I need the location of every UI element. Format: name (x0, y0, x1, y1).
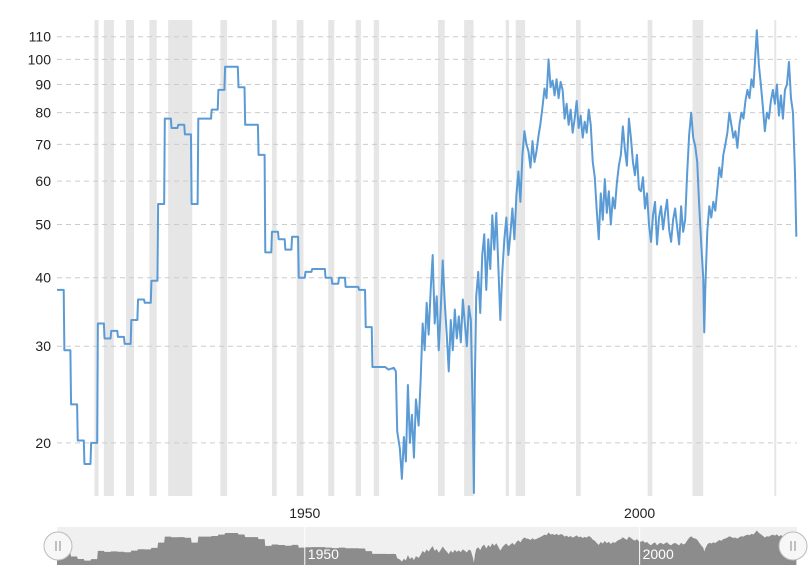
recession-band-3 (149, 20, 157, 496)
handleRight-knob[interactable] (778, 531, 808, 561)
y-tick-label-110: 110 (29, 29, 52, 45)
recession-band-10 (373, 20, 380, 496)
navigator-series-area (57, 530, 797, 565)
recession-band-0 (94, 20, 99, 496)
navigator[interactable]: 1950 2000 (43, 527, 808, 565)
y-tick-label-80: 80 (35, 105, 51, 121)
recession-band-17 (692, 20, 704, 496)
y-tick-label-30: 30 (35, 338, 51, 354)
recession-band-12 (464, 20, 474, 496)
handleLeft-knob[interactable] (43, 531, 73, 561)
recession-band-5 (220, 20, 228, 496)
y-tick-label-20: 20 (35, 435, 51, 451)
navigator-right-handle[interactable] (778, 531, 808, 561)
recession-band-7 (296, 20, 304, 496)
y-tick-label-90: 90 (35, 77, 51, 93)
y-tick-label-70: 70 (35, 136, 51, 152)
recession-band-6 (271, 20, 277, 496)
recession-band-13 (505, 20, 510, 496)
y-axis: 20 30 40 50 60 70 80 90 100 110 (28, 29, 52, 451)
navigator-x-axis: 1950 2000 (304, 527, 674, 565)
y-tick-label-40: 40 (35, 270, 51, 286)
y-tick-label-50: 50 (35, 217, 51, 233)
navigator-tick-label-1950: 1950 (308, 546, 339, 562)
recession-band-2 (125, 20, 135, 496)
x-tick-label-1950: 1950 (289, 505, 320, 521)
recession-band-1 (103, 20, 114, 496)
recession-band-16 (647, 20, 653, 496)
series-line (57, 29, 798, 495)
recession-band-18 (774, 20, 777, 496)
x-tick-label-2000: 2000 (624, 505, 655, 521)
navigator-tick-label-2000: 2000 (643, 546, 674, 562)
recession-band-11 (438, 20, 445, 496)
y-gridlines (57, 36, 797, 444)
recession-band-4 (168, 20, 193, 496)
navigator-left-handle[interactable] (43, 531, 73, 561)
recession-band-9 (355, 20, 362, 496)
x-axis: 1950 2000 (289, 505, 655, 521)
recession-band-8 (328, 20, 335, 496)
recession-bands (94, 20, 777, 496)
recession-band-14 (515, 20, 526, 496)
y-tick-label-60: 60 (35, 173, 51, 189)
recession-band-15 (576, 20, 581, 496)
y-tick-label-100: 100 (28, 51, 52, 67)
